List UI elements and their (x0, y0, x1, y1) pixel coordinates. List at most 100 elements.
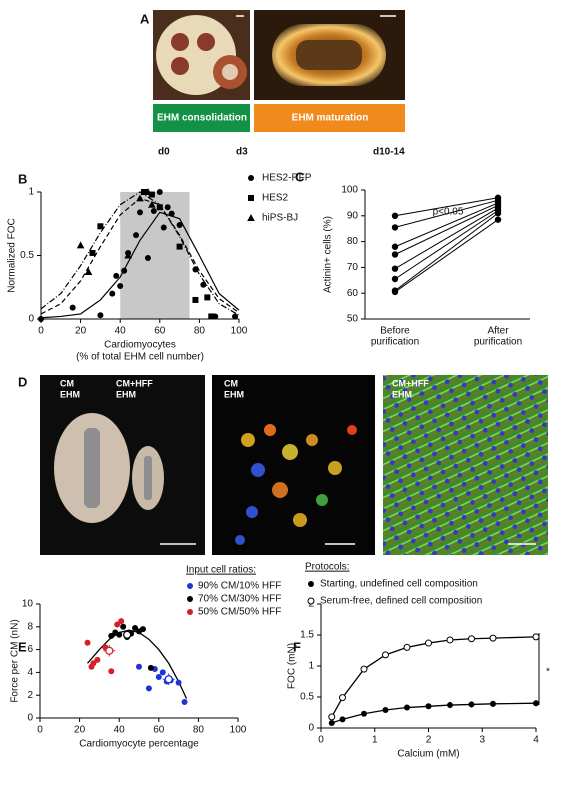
data-point (447, 702, 453, 709)
data-point (391, 288, 399, 296)
data-point (97, 312, 104, 319)
data-point (124, 251, 132, 259)
data-point (109, 290, 116, 297)
data-point (84, 268, 93, 276)
y-tick-label: 1 (28, 187, 34, 198)
data-point (382, 707, 389, 714)
panel-label: C (295, 169, 305, 184)
photo-cm-stain (212, 375, 375, 555)
data-point (176, 243, 183, 250)
data-point (168, 210, 175, 217)
series-line (331, 702, 537, 724)
photo-label: CM+HFF (116, 378, 153, 388)
y-tick-label: 0 (28, 314, 34, 325)
legend-label: HES2-RFP (262, 173, 312, 184)
x-tick-label: 20 (75, 326, 87, 337)
y-tick-label: 90 (347, 210, 359, 221)
x-tick-label: After (487, 326, 509, 337)
legend-marker (308, 581, 314, 587)
photo-ehm-macro (40, 375, 205, 555)
legend-title: Input cell ratios: (186, 565, 256, 576)
data-point (76, 241, 85, 249)
data-point (339, 716, 346, 723)
data-point (156, 189, 163, 195)
photo-dish (153, 10, 250, 100)
data-point (114, 621, 121, 628)
y-axis-label: Normalized FOC (7, 218, 18, 292)
data-point (113, 272, 120, 279)
legend-marker (248, 195, 254, 201)
x-tick-label: 80 (194, 326, 206, 337)
x-tick-label: 100 (230, 725, 247, 736)
legend-title: Protocols: (305, 562, 349, 573)
pair-line (394, 210, 499, 280)
data-point (147, 664, 154, 671)
y-tick-label: 0 (308, 723, 314, 734)
mean-point (122, 630, 132, 639)
y-tick-label: 0.5 (300, 692, 314, 703)
data-point (328, 713, 336, 721)
data-point (140, 189, 147, 195)
data-point (391, 224, 399, 231)
data-point (156, 204, 163, 211)
photo-ehm (254, 10, 405, 100)
data-point (425, 703, 432, 710)
pair-line (394, 197, 499, 217)
data-point (94, 656, 101, 663)
data-point (192, 296, 199, 303)
x-tick-label: 3 (479, 735, 485, 746)
data-point (391, 265, 399, 272)
data-point (69, 304, 76, 311)
y-tick-label: 50 (347, 314, 359, 325)
legend-label: 50% CM/50% HFF (198, 607, 281, 618)
panel-label: B (18, 171, 27, 186)
y-tick-label: 70 (347, 262, 359, 273)
x-tick-label: 0 (37, 725, 43, 736)
data-point (117, 282, 124, 289)
data-point (360, 665, 368, 673)
mean-point (105, 646, 114, 655)
day-label: d10-14 (373, 147, 405, 158)
data-point (118, 618, 125, 625)
y-tick-label: 10 (22, 599, 34, 610)
caption: EHM maturation (292, 113, 369, 124)
data-point (132, 624, 139, 631)
data-point (489, 634, 497, 642)
data-point (159, 669, 166, 676)
data-point (382, 651, 389, 659)
data-point (144, 255, 151, 262)
data-point (145, 685, 152, 692)
caption-bar (254, 104, 405, 132)
data-point (490, 700, 496, 707)
photo-label: EHM (116, 389, 136, 399)
panel-label: F (293, 639, 301, 654)
y-tick-label: 1 (308, 661, 314, 672)
data-point (137, 209, 143, 216)
legend-marker (307, 597, 315, 605)
data-point (148, 200, 156, 208)
data-point (89, 249, 96, 256)
data-point (90, 660, 97, 667)
annotation: p<0.05 (433, 207, 464, 218)
y-tick-label: 80 (347, 236, 359, 247)
x-tick-label: 60 (153, 725, 165, 736)
photo-label: CM+HFF (392, 378, 429, 388)
y-axis-label: FOC (mN) (287, 643, 298, 689)
x-tick-label: 4 (533, 735, 539, 746)
y-tick-label: 0.5 (20, 250, 34, 261)
pair-line (394, 207, 499, 270)
day-label: d0 (158, 147, 170, 158)
data-point (328, 720, 335, 727)
y-tick-label: 60 (347, 288, 359, 299)
data-point (38, 316, 44, 322)
data-point (176, 222, 183, 229)
panel-label: D (18, 374, 27, 389)
x-tick-label: 1 (372, 735, 378, 746)
photo-cmhff-stain (383, 375, 548, 555)
x-axis-label: (% of total EHM cell number) (76, 352, 204, 363)
panel-label: A (140, 11, 150, 26)
data-point (136, 194, 144, 202)
day-label: d3 (236, 147, 248, 158)
y-tick-label: 2 (27, 690, 33, 701)
